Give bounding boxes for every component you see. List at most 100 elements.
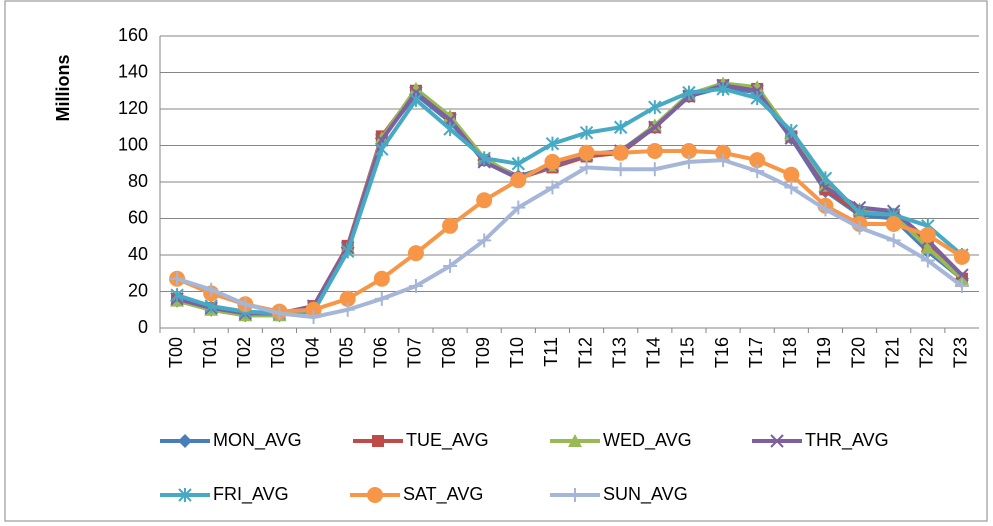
x-tick-label: T18 <box>780 337 800 368</box>
x-tick-label: T22 <box>917 337 937 368</box>
marker <box>510 172 527 189</box>
marker <box>409 92 423 107</box>
x-tick-label: T14 <box>644 337 664 368</box>
marker <box>579 125 594 140</box>
marker-shape <box>578 144 595 161</box>
x-tick-label: T19 <box>814 337 834 368</box>
marker <box>476 192 493 209</box>
marker <box>646 142 663 159</box>
marker <box>886 233 901 248</box>
marker <box>204 299 218 314</box>
y-tick-label: 0 <box>138 317 148 337</box>
marker-shape <box>715 144 732 161</box>
marker <box>340 244 355 259</box>
marker <box>477 151 491 166</box>
x-tick-label: T13 <box>609 337 629 368</box>
marker <box>783 166 800 183</box>
marker-shape <box>339 290 356 307</box>
marker <box>272 306 287 321</box>
marker <box>544 153 561 170</box>
marker-shape <box>544 153 561 170</box>
marker <box>305 301 322 318</box>
y-tick-label: 120 <box>118 98 148 118</box>
marker <box>955 268 969 282</box>
marker <box>373 270 390 287</box>
marker-shape <box>648 120 662 134</box>
marker <box>680 142 697 159</box>
x-tick-label: T23 <box>951 337 971 368</box>
marker <box>648 120 662 134</box>
legend-label: THR_AVG <box>805 430 889 451</box>
marker <box>372 435 384 447</box>
marker <box>784 123 799 138</box>
marker <box>442 217 459 234</box>
legend-label: MON_AVG <box>213 430 302 451</box>
x-tick-label: T05 <box>336 337 356 368</box>
x-tick-label: T03 <box>268 337 288 368</box>
marker <box>818 202 833 217</box>
marker <box>612 144 629 161</box>
y-axis-title: Millions <box>53 55 73 122</box>
marker-shape <box>680 142 697 159</box>
marker-shape <box>178 434 192 448</box>
marker-shape <box>407 245 424 262</box>
marker <box>339 290 356 307</box>
marker <box>852 220 867 235</box>
x-tick-label: T21 <box>882 337 902 368</box>
marker <box>770 434 784 448</box>
marker <box>545 136 560 151</box>
x-tick-label: T17 <box>746 337 766 368</box>
marker <box>784 180 799 195</box>
marker <box>340 302 355 317</box>
marker <box>579 160 594 175</box>
marker <box>750 91 764 106</box>
marker <box>443 258 458 273</box>
marker <box>715 144 732 161</box>
legend-label: FRI_AVG <box>213 484 289 505</box>
x-tick-label: T08 <box>439 337 459 368</box>
marker-shape <box>749 152 766 169</box>
marker <box>374 291 389 306</box>
marker-shape <box>646 142 663 159</box>
marker-shape <box>955 268 969 282</box>
marker-shape <box>510 172 527 189</box>
marker <box>511 200 526 215</box>
marker-shape <box>783 166 800 183</box>
marker-shape <box>476 192 493 209</box>
x-tick-label: T02 <box>234 337 254 368</box>
marker-shape <box>612 144 629 161</box>
y-tick-label: 20 <box>128 280 148 300</box>
y-tick-label: 60 <box>128 207 148 227</box>
marker <box>716 153 731 168</box>
marker <box>407 245 424 262</box>
marker <box>750 164 765 179</box>
marker <box>511 156 526 171</box>
marker-shape <box>885 215 902 232</box>
legend-label: TUE_AVG <box>406 430 489 451</box>
marker <box>613 120 628 135</box>
x-tick-label: T12 <box>575 337 595 368</box>
marker <box>477 233 492 248</box>
y-tick-label: 80 <box>128 171 148 191</box>
marker-shape <box>770 434 784 448</box>
y-tick-label: 160 <box>118 25 148 45</box>
marker <box>749 152 766 169</box>
marker <box>306 310 321 325</box>
marker <box>568 488 582 502</box>
x-tick-label: T10 <box>507 337 527 368</box>
marker <box>170 288 184 303</box>
marker-shape <box>568 434 582 447</box>
marker-shape <box>372 435 384 447</box>
x-tick-label: T20 <box>848 337 868 368</box>
marker <box>170 271 185 286</box>
x-tick-label: T07 <box>405 337 425 368</box>
marker <box>682 85 696 100</box>
marker <box>443 122 457 137</box>
legend-label: SAT_AVG <box>403 484 483 505</box>
marker-shape <box>920 240 935 254</box>
marker <box>568 434 582 447</box>
marker <box>885 215 902 232</box>
marker <box>920 253 935 268</box>
marker <box>818 171 833 186</box>
